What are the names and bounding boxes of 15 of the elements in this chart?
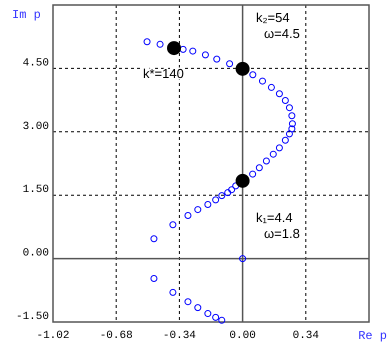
x-tick-label: -0.68 [100,330,133,342]
annotation: k₁=4.4 ω=1.8 [256,210,300,241]
x-tick-label: 0.00 [229,330,256,342]
annotation: k₂=54 ω=4.5 [256,10,300,41]
y-tick-label: 4.50 [22,57,49,70]
x-tick-label: 0.34 [292,330,320,342]
y-axis-title: Im p [12,8,41,22]
y-tick-label: -1.50 [16,311,49,323]
y-tick-label: 3.00 [22,120,49,133]
x-tick-label: -1.02 [36,330,70,342]
y-tick-label: 1.50 [22,184,49,196]
annotation: k*=140 [143,66,184,81]
x-axis-title: Re p [358,329,387,343]
x-tick-label: -0.34 [162,330,196,342]
y-tick-label: 0.00 [22,248,49,260]
